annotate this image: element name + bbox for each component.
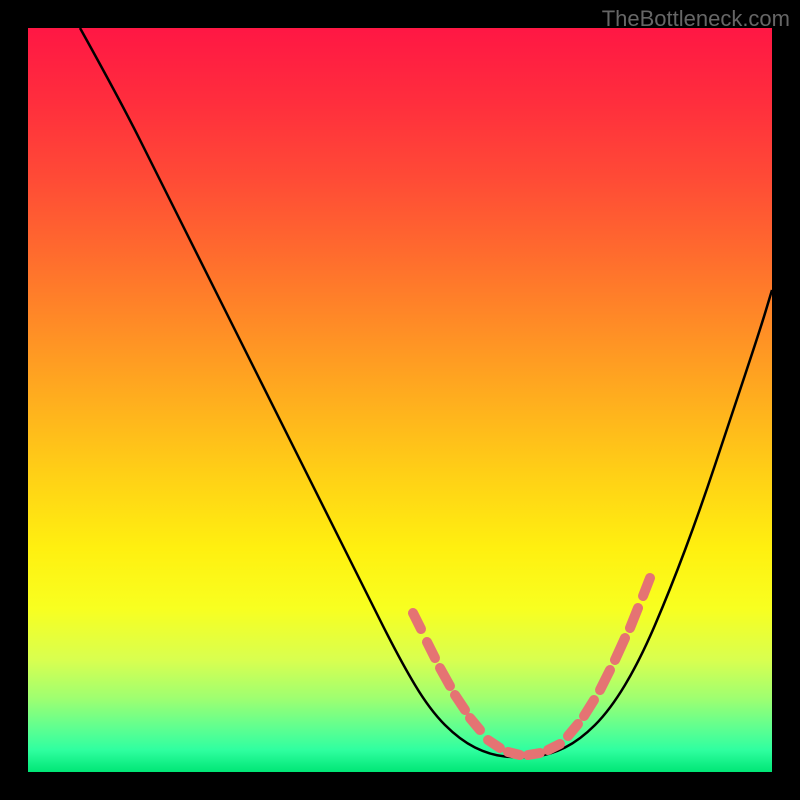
bottleneck-chart: [0, 0, 800, 800]
chart-container: TheBottleneck.com: [0, 0, 800, 800]
dash-segment: [508, 752, 520, 755]
dash-segment: [548, 744, 560, 750]
watermark-text: TheBottleneck.com: [602, 6, 790, 32]
dash-segment: [528, 753, 540, 755]
dash-segment: [488, 740, 500, 748]
dash-segment: [643, 578, 650, 596]
